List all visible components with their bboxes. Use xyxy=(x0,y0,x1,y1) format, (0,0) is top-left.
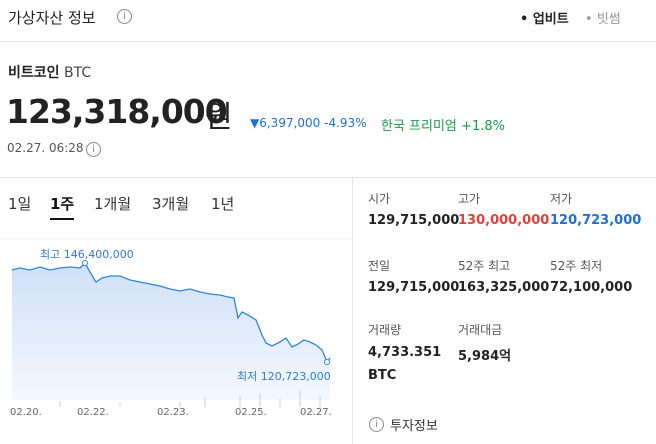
divider xyxy=(0,41,656,42)
stat-value: 129,715,000 xyxy=(368,213,460,228)
exchange-tab[interactable]: • 빗썸 xyxy=(585,12,621,27)
low-label: 최저 120,723,000 xyxy=(237,370,331,383)
info-icon[interactable]: i xyxy=(86,142,101,157)
stat-value: 163,325,000 xyxy=(458,280,550,295)
premium-label: 한국 프리미엄 xyxy=(381,119,457,134)
stat-unit: BTC xyxy=(368,368,397,383)
period-tab[interactable]: 1일 xyxy=(8,195,32,213)
volume-bars xyxy=(59,391,321,407)
stat-value: 130,000,000 xyxy=(458,213,550,228)
high-marker xyxy=(82,260,88,266)
coin-name: 비트코인 BTC xyxy=(8,62,91,82)
premium-value: +1.8% xyxy=(461,119,505,134)
divider xyxy=(352,178,353,444)
period-tab[interactable]: 1년 xyxy=(211,195,235,213)
date-label: 02.22. xyxy=(77,407,109,418)
price-change: ▼6,397,000 -4.93% xyxy=(250,116,367,130)
stat-label: 시가 xyxy=(368,192,391,206)
date-label: 02.23. xyxy=(157,407,189,418)
stat-label: 거래대금 xyxy=(458,323,503,337)
stat-label: 고가 xyxy=(458,192,481,206)
info-icon[interactable]: i xyxy=(369,417,384,432)
price-unit: 원 xyxy=(205,100,233,135)
date-label: 02.27. xyxy=(300,407,332,418)
stat-value: 129,715,000 xyxy=(368,280,460,295)
timestamp: 02.27. 06:28 xyxy=(7,141,84,155)
period-tab[interactable]: 3개월 xyxy=(152,195,190,213)
stat-label: 52주 최고 xyxy=(458,259,511,273)
period-tab[interactable]: 1개월 xyxy=(94,195,132,213)
info-icon[interactable]: i xyxy=(117,9,132,24)
premium: 한국 프리미엄 +1.8% xyxy=(381,115,505,134)
period-tab[interactable]: 1주 xyxy=(50,195,75,213)
price-line xyxy=(11,261,331,364)
exchange-tab[interactable]: • 업비트 xyxy=(520,12,569,27)
coin-title: 비트코인 xyxy=(8,65,60,81)
stat-label: 거래량 xyxy=(368,323,402,337)
price-chart xyxy=(0,238,350,407)
date-label: 02.20. xyxy=(10,407,42,418)
stat-value: 120,723,000 xyxy=(550,213,642,228)
stat-label: 52주 최저 xyxy=(550,259,603,273)
stat-label: 전일 xyxy=(368,259,391,273)
divider xyxy=(0,177,656,178)
change-pct: -4.93% xyxy=(324,116,367,130)
stat-value: 4,733.351 xyxy=(368,345,442,360)
exchange-name: 빗썸 xyxy=(596,12,621,27)
stat-label: 저가 xyxy=(550,192,573,206)
price: 123,318,000 xyxy=(6,92,228,131)
area xyxy=(12,263,330,400)
exchange-name: 업비트 xyxy=(532,12,569,27)
stat-value: 5,984억 xyxy=(458,349,512,364)
invest-info-link[interactable]: 투자정보 xyxy=(390,419,438,434)
date-label: 02.25. xyxy=(235,407,267,418)
high-label: 최고 146,400,000 xyxy=(40,248,134,261)
page-title: 가상자산 정보 xyxy=(8,9,96,27)
low-marker xyxy=(324,359,330,365)
stat-value: 72,100,000 xyxy=(550,280,633,295)
coin-symbol: BTC xyxy=(63,65,92,81)
change-amount: 6,397,000 xyxy=(259,116,321,130)
active-underline xyxy=(50,218,74,220)
